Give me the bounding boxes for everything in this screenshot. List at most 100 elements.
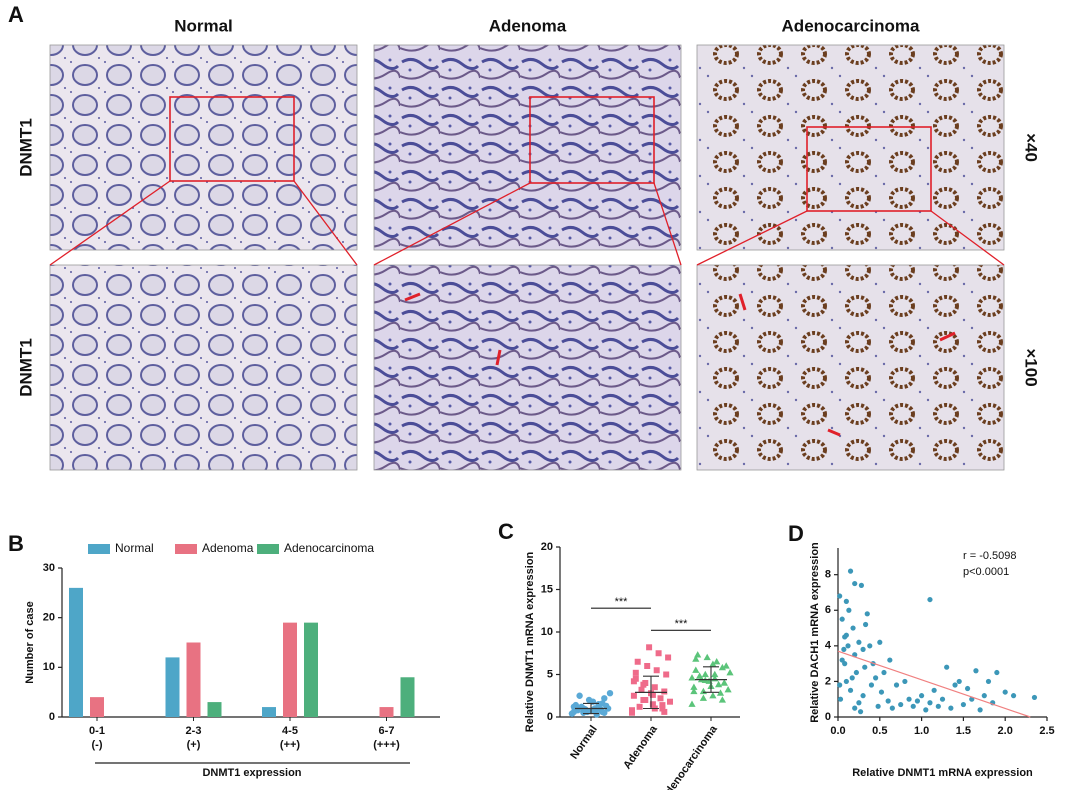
point — [1031, 694, 1038, 701]
point — [1010, 693, 1017, 699]
point — [649, 701, 656, 708]
point — [845, 643, 851, 649]
x-axis-label: DNMT1 expression — [202, 767, 301, 779]
point — [898, 701, 904, 708]
point — [665, 654, 672, 661]
zoom-box — [806, 126, 932, 212]
point — [887, 657, 893, 663]
y-tick-label: 2 — [825, 675, 831, 687]
point — [636, 703, 643, 710]
point — [948, 705, 954, 711]
sd-bar — [583, 702, 599, 715]
micrograph — [49, 264, 358, 471]
y-axis-label: Relative DNMT1 mRNA expression — [524, 551, 536, 732]
significance-label: *** — [675, 618, 689, 630]
point — [701, 670, 709, 678]
column-title: Normal — [174, 16, 233, 35]
point — [1002, 689, 1008, 695]
legend-label: Adenocarcinoma — [284, 541, 374, 555]
point — [718, 663, 726, 671]
y-tick-label: 0 — [825, 711, 831, 723]
point — [593, 711, 600, 718]
point — [849, 675, 855, 681]
x-axis-label: Relative DNMT1 mRNA expression — [852, 767, 1033, 779]
point — [847, 687, 854, 693]
x-tick-label: Adenoma — [621, 723, 660, 772]
point — [630, 678, 637, 685]
zoom-line — [293, 180, 358, 266]
point — [856, 639, 862, 645]
significance-label: *** — [615, 596, 629, 608]
row-label: DNMT1 — [16, 338, 35, 397]
point — [630, 692, 637, 699]
point — [632, 669, 639, 676]
point — [977, 707, 983, 713]
point — [663, 671, 670, 678]
x-tick-label: Adenocarcinoma — [659, 723, 721, 790]
point — [906, 696, 912, 702]
point — [914, 698, 921, 704]
panel-a: Normal Adenoma Adenocarcinoma DNMT1 DNMT1 ×40… — [16, 16, 1041, 471]
x-tick-label: 0.5 — [872, 725, 887, 737]
point — [973, 668, 979, 674]
point — [724, 686, 732, 693]
panel-letter: A — [8, 2, 24, 27]
point — [688, 700, 696, 707]
bar — [262, 707, 276, 717]
y-tick-label: 0 — [547, 711, 553, 723]
point — [597, 706, 604, 713]
point — [981, 693, 987, 699]
row-label: DNMT1 — [16, 118, 35, 177]
point — [651, 684, 658, 691]
point — [601, 695, 608, 702]
point — [868, 682, 875, 688]
point — [644, 663, 651, 669]
point — [878, 689, 885, 695]
point — [935, 703, 941, 709]
y-tick-label: 20 — [541, 541, 553, 553]
point — [576, 692, 583, 699]
zoom-box — [169, 96, 295, 182]
point — [843, 678, 849, 685]
y-tick-label: 0 — [49, 711, 55, 723]
point — [964, 685, 971, 692]
point — [711, 670, 719, 678]
x-tick-sublabel: (+) — [187, 739, 201, 751]
point — [659, 702, 666, 709]
x-tick-label: 6-7 — [379, 725, 395, 737]
point — [843, 598, 849, 604]
point — [572, 701, 579, 709]
point — [923, 707, 929, 713]
annotation: p<0.0001 — [963, 566, 1009, 578]
point — [856, 700, 862, 706]
zoom-box — [529, 96, 655, 184]
point — [867, 643, 873, 649]
point — [852, 580, 858, 587]
arrow — [495, 349, 502, 366]
legend-swatch — [175, 544, 197, 554]
point — [722, 662, 730, 669]
point — [716, 689, 725, 696]
point — [638, 686, 645, 693]
panel-letter: B — [8, 531, 24, 556]
y-tick-label: 6 — [825, 604, 831, 616]
bar — [400, 677, 415, 717]
arrow — [404, 292, 421, 302]
panel-letter: C — [498, 519, 514, 544]
bar — [165, 657, 180, 717]
point — [688, 674, 696, 681]
point — [852, 705, 858, 711]
x-tick-label: 0-1 — [89, 725, 105, 737]
point — [841, 646, 847, 653]
legend-swatch — [88, 544, 110, 554]
point — [881, 669, 887, 676]
zoom-line — [49, 180, 171, 266]
point — [692, 655, 700, 662]
point — [847, 568, 854, 574]
point — [649, 691, 656, 698]
point — [862, 664, 868, 670]
point — [646, 644, 653, 651]
point — [860, 646, 866, 653]
point — [653, 667, 660, 674]
point — [960, 701, 967, 708]
